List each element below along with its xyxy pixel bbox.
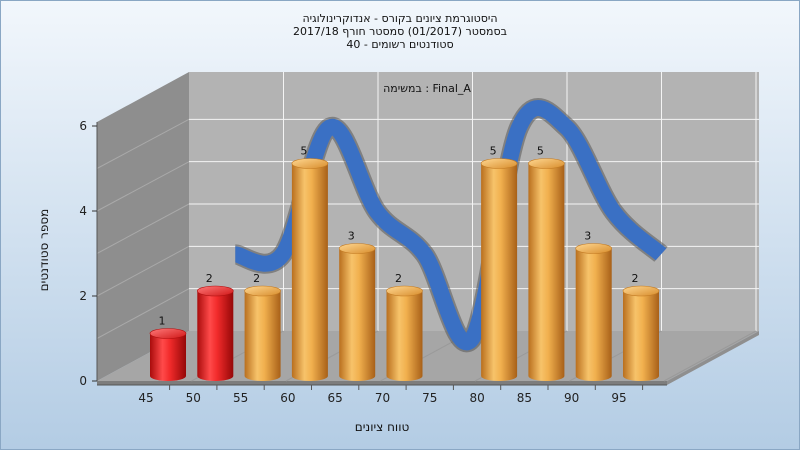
bar-body bbox=[150, 333, 186, 381]
bar-value-label: 5 bbox=[490, 145, 497, 158]
histogram-bar bbox=[149, 328, 187, 381]
y-axis-title: מספר סטודנטים bbox=[37, 209, 51, 292]
bar-top bbox=[386, 285, 423, 297]
x-tick-label: 90 bbox=[564, 391, 579, 405]
y-tick-label: 2 bbox=[79, 289, 87, 303]
gridline-left-wall bbox=[96, 118, 190, 169]
bar-body bbox=[339, 248, 376, 382]
bar-body bbox=[481, 163, 518, 382]
bar-top bbox=[291, 158, 329, 169]
left-wall bbox=[97, 72, 189, 381]
x-tick-label: 55 bbox=[233, 391, 248, 405]
gridline-floor bbox=[663, 330, 757, 382]
gridline-left-wall bbox=[96, 203, 190, 254]
bar-value-label: 3 bbox=[584, 230, 591, 243]
histogram-bar bbox=[480, 158, 518, 382]
x-tick-label: 50 bbox=[186, 391, 201, 405]
annotation-label: במשימה : Final_A bbox=[383, 82, 471, 95]
bar-top bbox=[528, 158, 565, 169]
bar-top bbox=[338, 243, 376, 254]
histogram-bar bbox=[528, 158, 565, 382]
bar-value-label: 2 bbox=[395, 272, 402, 285]
bar-body bbox=[197, 291, 234, 382]
bar-top bbox=[575, 243, 613, 254]
bar-top bbox=[149, 328, 187, 339]
bar-body bbox=[623, 291, 659, 381]
x-axis-title: טווח ציונים bbox=[355, 420, 410, 434]
histogram-bar bbox=[575, 243, 613, 382]
gridline-left-wall bbox=[96, 288, 190, 339]
bar-value-label: 3 bbox=[348, 230, 355, 243]
bar-body bbox=[575, 248, 612, 382]
chart-title-line-1: היסטוגרמת ציונים בקורס - אנדוקרינולוגיה bbox=[302, 12, 498, 25]
chart-title-line-3: סטודנטים רשומים - 40 bbox=[346, 38, 454, 51]
x-tick-label: 80 bbox=[469, 391, 484, 405]
x-tick-label: 70 bbox=[375, 391, 390, 405]
histogram-bar bbox=[244, 285, 281, 382]
bar-value-label: 2 bbox=[206, 272, 213, 285]
histogram-bar bbox=[622, 285, 660, 381]
x-tick-label: 45 bbox=[138, 391, 153, 405]
bar-body bbox=[291, 163, 328, 382]
bar-top bbox=[622, 285, 660, 297]
x-tick-label: 75 bbox=[422, 391, 437, 405]
bar-body bbox=[244, 291, 281, 382]
histogram-bar bbox=[197, 285, 234, 382]
bar-value-label: 5 bbox=[300, 145, 307, 158]
floor bbox=[97, 331, 759, 381]
histogram-bar bbox=[338, 243, 376, 382]
floor-edge bbox=[97, 381, 667, 385]
x-tick-label: 85 bbox=[517, 391, 532, 405]
bar-value-label: 5 bbox=[537, 145, 544, 158]
bar-value-label: 1 bbox=[159, 315, 166, 328]
y-tick-label: 4 bbox=[79, 204, 87, 218]
floor-side-edge bbox=[667, 331, 759, 385]
bar-top bbox=[197, 285, 234, 297]
gridline-left-wall bbox=[96, 161, 190, 212]
y-tick-label: 6 bbox=[79, 119, 87, 133]
x-tick-label: 65 bbox=[328, 391, 343, 405]
x-tick-label: 60 bbox=[280, 391, 295, 405]
gridline-left-wall bbox=[96, 245, 190, 297]
bar-body bbox=[528, 163, 565, 382]
bar-top bbox=[244, 285, 281, 297]
bar-value-label: 2 bbox=[253, 272, 260, 285]
histogram-bar bbox=[386, 285, 423, 382]
y-tick-label: 0 bbox=[79, 374, 87, 388]
bar-value-label: 2 bbox=[632, 272, 639, 285]
bar-body bbox=[386, 291, 423, 382]
bar-top bbox=[480, 158, 518, 169]
chart-title-line-2: בסמסטר (01/2017) סמסטר חורף 2017/18 bbox=[293, 25, 507, 38]
histogram-bar bbox=[291, 158, 329, 382]
x-tick-label: 95 bbox=[611, 391, 626, 405]
